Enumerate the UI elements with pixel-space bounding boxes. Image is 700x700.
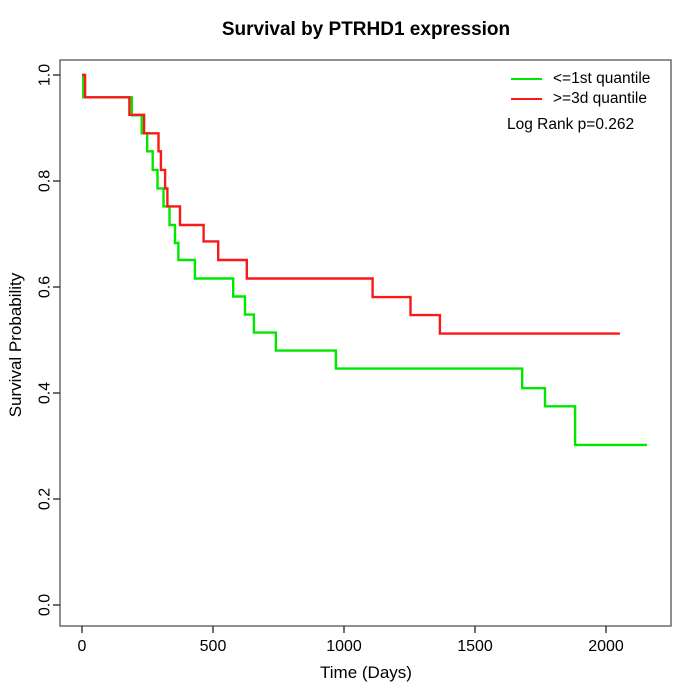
survival-curve-2 bbox=[82, 73, 620, 335]
y-tick-label: 1.0 bbox=[37, 64, 54, 86]
y-tick-label: 0.0 bbox=[37, 594, 54, 616]
y-axis-label: Survival Probability bbox=[6, 272, 25, 418]
legend-label: <=1st quantile bbox=[553, 70, 651, 87]
x-tick-label: 500 bbox=[200, 638, 227, 655]
y-tick-label: 0.2 bbox=[37, 488, 54, 510]
legend-line-1 bbox=[511, 98, 542, 100]
chart-title: Survival by PTRHD1 expression bbox=[221, 19, 511, 40]
legend-item: >=3d quantile bbox=[511, 90, 650, 107]
x-tick-label: 2000 bbox=[588, 638, 624, 655]
legend-label: >=3d quantile bbox=[553, 90, 647, 107]
legend-line-0 bbox=[511, 78, 542, 80]
plot-box bbox=[59, 59, 672, 627]
x-tick-label: 1500 bbox=[457, 638, 493, 655]
legend: <=1st quantile >=3d quantile Log Rank p=… bbox=[507, 70, 651, 134]
y-tick-label: 0.6 bbox=[37, 276, 54, 298]
log-rank-annotation: Log Rank p=0.262 bbox=[507, 116, 635, 133]
y-tick-label: 0.8 bbox=[37, 170, 54, 192]
x-tick-label: 1000 bbox=[326, 638, 362, 655]
y-tick-label: 0.4 bbox=[37, 382, 54, 404]
legend-item: <=1st quantile bbox=[511, 70, 651, 87]
x-axis-label: Time (Days) bbox=[320, 663, 412, 682]
x-tick-label: 0 bbox=[78, 638, 87, 655]
